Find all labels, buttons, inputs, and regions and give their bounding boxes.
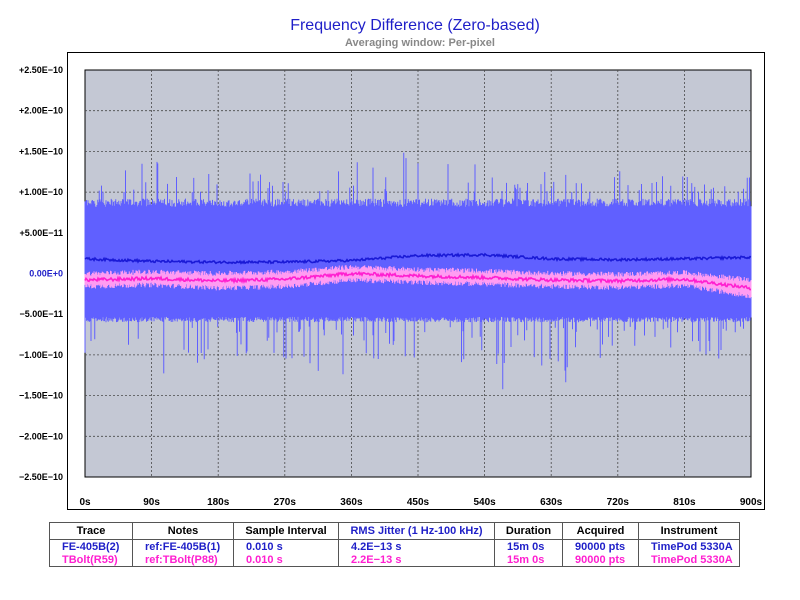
chart-subtitle: Averaging window: Per-pixel [345,37,495,49]
table-row: TBolt(R59) ref:TBolt(P88) 0.010 s 2.2E−1… [49,553,740,567]
series-layer [84,152,752,390]
cell-acquired: 90000 pts [562,553,639,567]
header-duration: Duration [494,522,563,540]
chart-title: Frequency Difference (Zero-based) [290,17,540,34]
y-tick-label: +2.50E−10 [19,65,63,75]
cell-acquired: 90000 pts [562,539,639,553]
cell-duration: 15m 0s [494,539,563,553]
x-tick-label: 630s [540,497,563,508]
x-tick-label: 450s [407,497,430,508]
header-rms-jitter: RMS Jitter (1 Hz-100 kHz) [338,522,495,540]
cell-duration: 15m 0s [494,553,563,567]
cell-trace: FE-405B(2) [49,539,133,553]
cell-instrument: TimePod 5330A [638,539,740,553]
series-fe405b-line [84,252,752,265]
y-tick-label: −1.50E−10 [19,391,63,401]
x-tick-label: 90s [143,497,160,508]
cell-rms-jitter: 4.2E−13 s [338,539,495,553]
cell-notes: ref:TBolt(P88) [132,553,234,567]
y-tick-label: 0.00E+0 [29,269,63,279]
y-tick-label: −5.00E−11 [19,309,63,319]
header-notes: Notes [132,522,234,540]
header-instrument: Instrument [638,522,740,540]
y-tick-label: −2.00E−10 [19,431,63,441]
x-tick-label: 270s [274,497,297,508]
y-tick-label: −2.50E−10 [19,472,63,482]
x-tick-label: 360s [340,497,363,508]
cell-instrument: TimePod 5330A [638,553,740,567]
header-sample-interval: Sample Interval [233,522,339,540]
x-tick-label: 180s [207,497,230,508]
table-header-row: Trace Notes Sample Interval RMS Jitter (… [49,522,740,540]
y-axis: +2.50E−10 +2.00E−10 +1.50E−10 +1.00E−10 +5.0… [19,65,63,482]
x-tick-label: 810s [673,497,696,508]
cell-notes: ref:FE-405B(1) [132,539,234,553]
y-tick-label: +1.50E−10 [19,146,63,156]
y-tick-label: −1.00E−10 [19,350,63,360]
cell-rms-jitter: 2.2E−13 s [338,553,495,567]
x-tick-label: 540s [473,497,496,508]
trace-table: Trace Notes Sample Interval RMS Jitter (… [49,522,740,567]
table-row: FE-405B(2) ref:FE-405B(1) 0.010 s 4.2E−1… [49,539,740,553]
x-axis: 0s 90s 180s 270s 360s 450s 540s 630s 720s 810s 900… [79,497,762,508]
series-tbolt-line [84,270,751,291]
cell-sample-interval: 0.010 s [233,553,339,567]
header-acquired: Acquired [562,522,639,540]
cell-sample-interval: 0.010 s [233,539,339,553]
cell-trace: TBolt(R59) [49,553,133,567]
y-tick-label: +5.00E−11 [19,228,63,238]
chart: +2.50E−10 +2.00E−10 +1.50E−10 +1.00E−10 +5.0… [19,65,763,508]
x-tick-label: 720s [607,497,630,508]
y-tick-label: +1.00E−10 [19,187,63,197]
x-tick-label: 0s [79,497,91,508]
header-trace: Trace [49,522,133,540]
x-tick-label: 900s [740,497,763,508]
y-tick-label: +2.00E−10 [19,106,63,116]
